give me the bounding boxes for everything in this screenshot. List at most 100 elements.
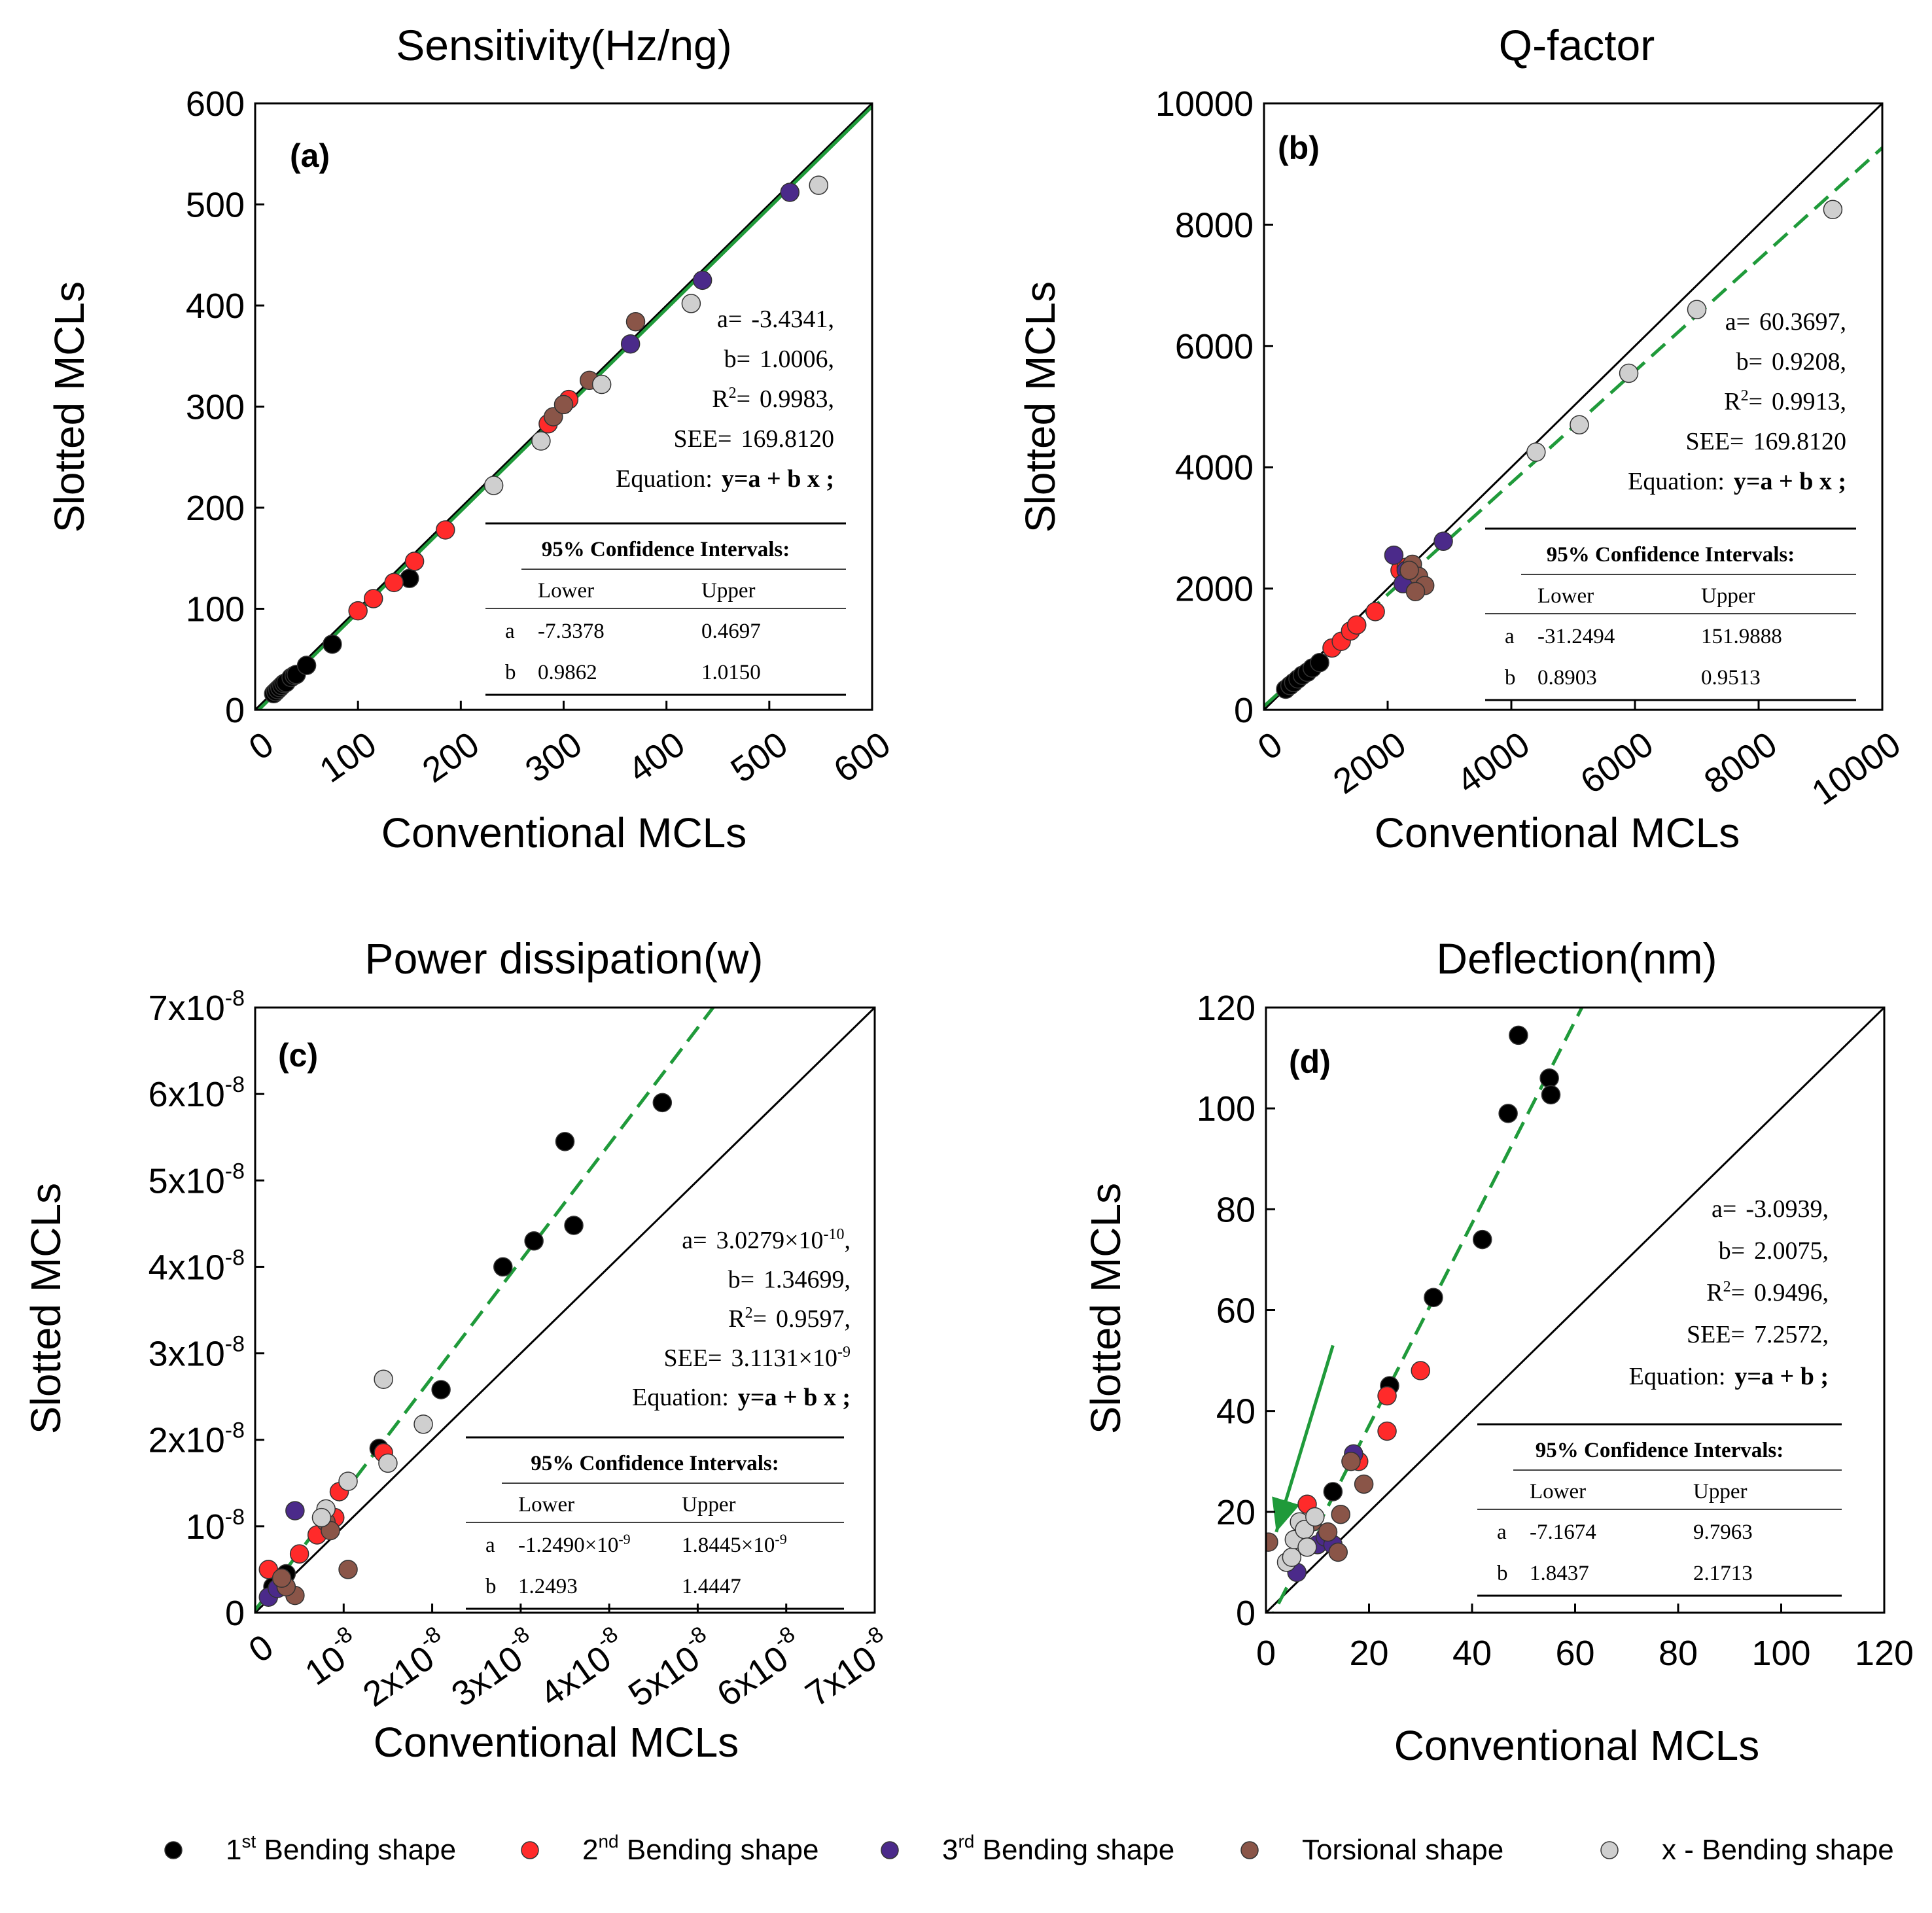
text-part: -8	[225, 1332, 245, 1357]
y-tick-label: 3x10-8	[149, 1332, 245, 1374]
y-tick-label: 80	[1216, 1190, 1256, 1229]
text-part: Torsional shape	[1302, 1834, 1503, 1866]
legend: 1st Bending shape 2nd Bending shape 3rd Be…	[164, 1831, 1894, 1866]
data-point-bending2	[384, 572, 404, 593]
text-part: b=	[728, 1266, 754, 1293]
ci-upper-header: Upper	[1693, 1480, 1747, 1503]
stat-value: 3.1131×10	[731, 1344, 837, 1372]
data-point-xbending	[1297, 1537, 1317, 1557]
fit-statistic: Equation: y=a + b x ;	[1628, 468, 1846, 495]
ci-title: 95% Confidence Intervals:	[1536, 1439, 1783, 1462]
data-point-bending2	[404, 552, 425, 571]
fit-statistic: R2= 0.9597,	[728, 1305, 851, 1333]
fit-statistic: SEE= 169.8120	[1686, 428, 1847, 455]
fit-statistic: Equation: y=a + b x ;	[616, 465, 834, 493]
data-point-bending1	[1323, 1482, 1343, 1501]
ci-a-upper: 0.4697	[701, 620, 761, 643]
data-point-torsional	[338, 1560, 358, 1579]
data-point-bending2	[436, 520, 455, 540]
text-part: b=	[1736, 348, 1763, 376]
data-point-xbending	[531, 431, 551, 451]
text-part: 0	[225, 1594, 245, 1633]
y-tick-label: 4000	[1175, 448, 1254, 487]
x-tick-label: 0	[242, 1627, 281, 1670]
x-tick-label: 8000	[1697, 724, 1784, 801]
text-part: nd	[598, 1831, 618, 1852]
y-tick-label: 8000	[1175, 205, 1254, 245]
ci-b-lower: 0.8903	[1537, 666, 1597, 690]
text-part: 3	[942, 1834, 958, 1866]
ci-a-upper: 9.7963	[1693, 1520, 1753, 1544]
data-point-xbending	[681, 294, 701, 313]
x-tick-label: 0	[1256, 1634, 1276, 1673]
ci-b-lower: 1.2493	[518, 1575, 578, 1598]
text-part: 0	[242, 1627, 281, 1670]
text-part: 1.8445×10	[682, 1534, 775, 1557]
x-tick-label: 100	[313, 724, 383, 790]
y-tick-label: 600	[186, 84, 245, 124]
fit-statistic: Equation: y=a + b ;	[1629, 1363, 1829, 1390]
ci-row-b-label: b	[505, 661, 516, 684]
identity-line	[255, 1008, 875, 1613]
stat-value: 169.8120	[1753, 428, 1847, 455]
text-part: -8	[225, 1072, 245, 1097]
y-tick-label: 60	[1216, 1291, 1256, 1331]
text-part: a=	[1712, 1195, 1736, 1223]
ci-row-b-label: b	[1505, 666, 1516, 690]
data-point-torsional	[1354, 1474, 1374, 1494]
text-part: 4x10	[149, 1248, 225, 1287]
plot-frame	[254, 1006, 876, 1614]
text-part: Bending shape	[256, 1834, 456, 1866]
ci-b-upper: 1.4447	[682, 1575, 741, 1598]
data-point-bending3	[692, 270, 712, 290]
data-point-torsional	[553, 395, 574, 415]
data-point-bending1	[493, 1257, 513, 1277]
legend-label-xbending: x - Bending shape	[1662, 1834, 1894, 1866]
x-tick-label: 60	[1555, 1634, 1594, 1673]
fit-statistic: a= -3.4341,	[717, 306, 834, 333]
y-tick-label: 6000	[1175, 327, 1254, 366]
y-tick-label: 0	[225, 691, 245, 730]
x-tick-label: 3x10-8	[441, 1622, 546, 1715]
text-part: a=	[717, 306, 742, 333]
ci-title: 95% Confidence Intervals:	[531, 1452, 779, 1475]
chart-panel-1: Sensitivity(Hz/ng) 0 100 200 300 400 500 600 0 10…	[46, 21, 898, 856]
data-point-xbending	[374, 1369, 393, 1389]
text-part: =	[1749, 388, 1763, 415]
legend-label-bending2: 2nd Bending shape	[582, 1831, 818, 1866]
data-point-bending2	[348, 601, 368, 621]
ci-row-b-label: b	[485, 1575, 497, 1598]
chart-panel-4: Deflection(nm) 0 20 40 60 80 100 120 0 20 40 60 80 10…	[1082, 934, 1914, 1769]
text-part: -8	[225, 986, 245, 1011]
text-part: 2	[745, 1305, 753, 1322]
y-tick-label: 10-8	[186, 1505, 245, 1547]
data-point-bending1	[323, 634, 342, 654]
text-part: =	[1731, 1279, 1745, 1307]
data-point-xbending	[1570, 415, 1589, 435]
data-point-torsional	[625, 311, 646, 332]
y-tick-label: 20	[1216, 1493, 1256, 1532]
chart-title: Sensitivity(Hz/ng)	[396, 21, 731, 69]
data-point-xbending	[311, 1507, 332, 1528]
data-point-bending2	[1411, 1361, 1430, 1380]
x-tick-label: 6x10-8	[707, 1622, 812, 1715]
ci-row-a-label: a	[505, 620, 515, 643]
data-point-xbending	[483, 476, 504, 495]
text-part: 2x10	[149, 1421, 225, 1460]
y-tick-label: 0	[1234, 691, 1254, 730]
text-part: 7x10	[149, 989, 225, 1028]
text-part: -8	[225, 1245, 245, 1270]
text-part: -10	[824, 1226, 845, 1243]
data-point-xbending	[1823, 200, 1843, 219]
data-point-bending1	[1539, 1068, 1559, 1088]
x-tick-label: 5x10-8	[618, 1622, 723, 1715]
panel-label: (a)	[290, 137, 330, 174]
data-point-torsional	[1331, 1504, 1350, 1524]
y-tick-label: 2000	[1175, 570, 1254, 609]
legend-marker-torsional	[1240, 1841, 1259, 1859]
x-tick-label: 300	[518, 724, 589, 790]
y-axis-label: Slotted MCLs	[1082, 1183, 1129, 1434]
chart-title: Power dissipation(w)	[365, 934, 764, 983]
text-part: SEE=	[1686, 428, 1744, 455]
ci-a-lower: -1.2490×10-9	[518, 1531, 631, 1557]
